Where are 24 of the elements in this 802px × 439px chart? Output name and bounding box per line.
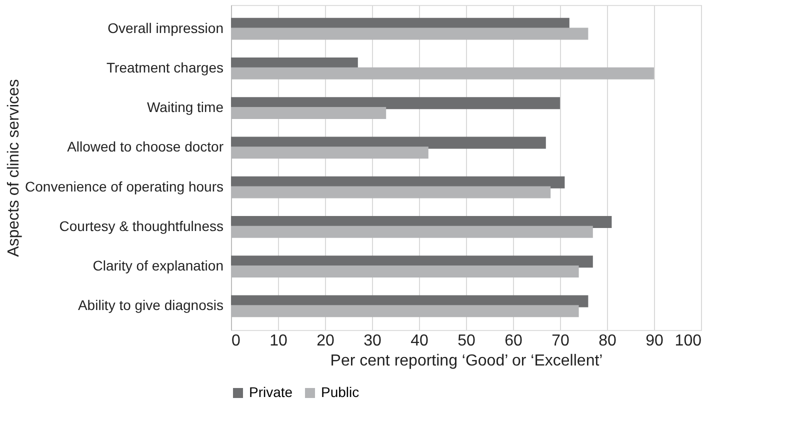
y-tick-label: Courtesy & thoughtfulness: [59, 218, 224, 234]
x-tick-label: 0: [232, 332, 240, 350]
y-tick-label: Waiting time: [146, 99, 224, 116]
x-tick-label: 80: [598, 332, 616, 350]
legend-label: Public: [321, 384, 360, 400]
legend-label: Private: [249, 384, 293, 400]
y-tick-label: Ability to give diagnosis: [78, 297, 224, 314]
y-tick-label: Overall impression: [108, 20, 224, 36]
y-tick-label: Treatment charges: [106, 59, 224, 76]
x-axis-title: Per cent reporting ‘Good’ or ‘Excellent’: [330, 352, 603, 370]
y-axis-title: Aspects of clinic services: [6, 79, 22, 257]
x-tick-label: 70: [552, 332, 570, 350]
x-tick-label: 40: [410, 332, 428, 350]
y-tick-label: Allowed to choose doctor: [67, 138, 224, 155]
x-tick-label: 90: [646, 332, 664, 350]
x-tick-label: 20: [316, 332, 334, 350]
x-tick-label: 50: [458, 332, 476, 350]
y-tick-label: Convenience of operating hours: [25, 178, 224, 194]
x-tick-label: 100: [674, 332, 702, 350]
x-tick-label: 10: [270, 332, 288, 350]
x-tick-label: 30: [364, 332, 382, 350]
bar: [231, 97, 560, 110]
x-tick-label: 60: [504, 332, 522, 350]
y-tick-label: Clarity of explanation: [92, 258, 224, 274]
